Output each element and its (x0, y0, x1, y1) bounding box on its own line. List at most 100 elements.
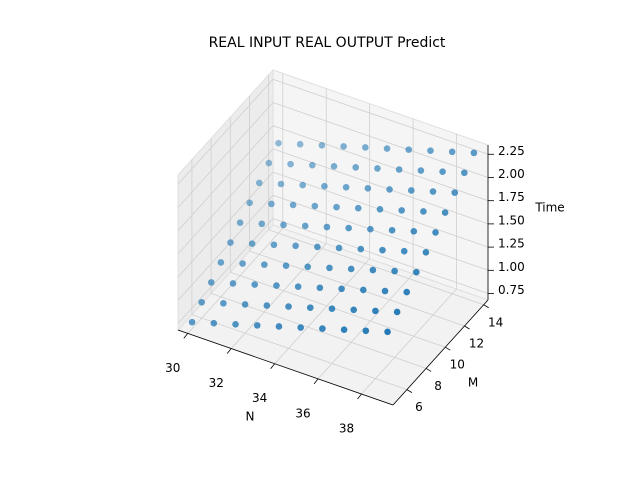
y-tick-label: 8 (434, 379, 442, 393)
y-tick-label: 10 (450, 358, 465, 372)
data-point (261, 261, 268, 268)
tick-mark (357, 393, 362, 400)
data-point (318, 142, 326, 149)
grid-line (177, 102, 274, 208)
data-point (407, 187, 415, 194)
data-point (333, 203, 340, 211)
data-point (263, 302, 271, 309)
chart-title: REAL INPUT REAL OUTPUT Predict (209, 35, 446, 51)
data-point (432, 229, 439, 236)
data-point (246, 199, 253, 207)
data-point (345, 224, 352, 232)
y-tick-label: 6 (415, 400, 423, 414)
tick-mark (183, 333, 189, 339)
grid-line (272, 102, 489, 178)
data-point (268, 200, 275, 208)
x-axis-label: N (246, 410, 255, 424)
data-point (282, 262, 290, 270)
grid-line (177, 125, 274, 231)
data-point (386, 186, 393, 193)
data-point (410, 228, 418, 235)
data-point (362, 327, 370, 335)
z-tick-label: 1.00 (498, 260, 525, 274)
grid-line (177, 171, 274, 278)
data-point (232, 320, 239, 328)
data-point (287, 160, 294, 168)
data-point (304, 263, 312, 271)
data-point (429, 188, 437, 195)
data-point (384, 328, 391, 336)
data-point (306, 304, 314, 311)
data-point (241, 301, 249, 308)
data-point (369, 266, 377, 274)
data-point (427, 147, 434, 155)
y-tick-label: 12 (469, 336, 484, 350)
data-point (277, 180, 285, 188)
data-point (308, 161, 316, 169)
z-tick-label: 2.25 (498, 144, 525, 158)
data-point (273, 282, 280, 289)
z-tick-label: 1.50 (498, 213, 525, 227)
data-point (448, 148, 456, 156)
y-axis-label: M (468, 376, 478, 390)
data-point (422, 248, 430, 256)
data-point (297, 324, 304, 331)
data-point (326, 264, 333, 272)
data-point (381, 287, 389, 295)
data-point (357, 245, 365, 253)
data-point (299, 181, 306, 189)
data-point (270, 241, 278, 249)
x-tick-label: 34 (252, 391, 267, 405)
tick-mark (406, 389, 413, 393)
tick-mark (270, 363, 275, 369)
grid-line (272, 148, 489, 225)
data-point (379, 246, 386, 254)
data-point (229, 280, 237, 287)
data-point (405, 146, 413, 153)
data-point (301, 222, 309, 230)
z-tick-label: 0.75 (498, 283, 525, 297)
data-point (398, 207, 405, 214)
data-point (367, 225, 374, 233)
data-point (328, 305, 336, 313)
data-point (400, 247, 408, 255)
data-point (420, 208, 427, 215)
grid-line (177, 218, 274, 324)
data-point (321, 182, 328, 190)
data-point (188, 318, 196, 326)
data-point (383, 145, 391, 152)
data-point (376, 205, 384, 213)
data-point (413, 268, 420, 276)
data-point (338, 285, 345, 293)
tick-mark (445, 346, 451, 351)
data-point (352, 164, 360, 171)
data-point (258, 220, 266, 228)
data-point (239, 260, 246, 267)
data-point (285, 303, 292, 310)
data-point (296, 140, 304, 148)
data-point (236, 219, 244, 227)
z-tick-label: 1.75 (498, 190, 525, 204)
y-tick-label: 14 (488, 315, 503, 329)
grid-line (191, 314, 408, 390)
data-point (470, 149, 478, 157)
grid-line (177, 148, 274, 255)
data-point (393, 308, 401, 316)
data-point (294, 283, 302, 290)
grid-line (272, 125, 489, 202)
data-point (255, 179, 263, 187)
tick-mark (226, 348, 232, 354)
data-point (340, 326, 348, 333)
data-point (388, 226, 396, 234)
z-axis-label: Time (534, 201, 564, 215)
tick-mark (425, 368, 432, 372)
grid-line (177, 79, 274, 185)
data-point (275, 139, 282, 147)
x-axis-line (177, 329, 394, 406)
data-point (292, 242, 299, 250)
data-point (417, 167, 425, 174)
grid-line (361, 288, 457, 395)
data-point (311, 202, 319, 210)
data-point (360, 286, 367, 294)
